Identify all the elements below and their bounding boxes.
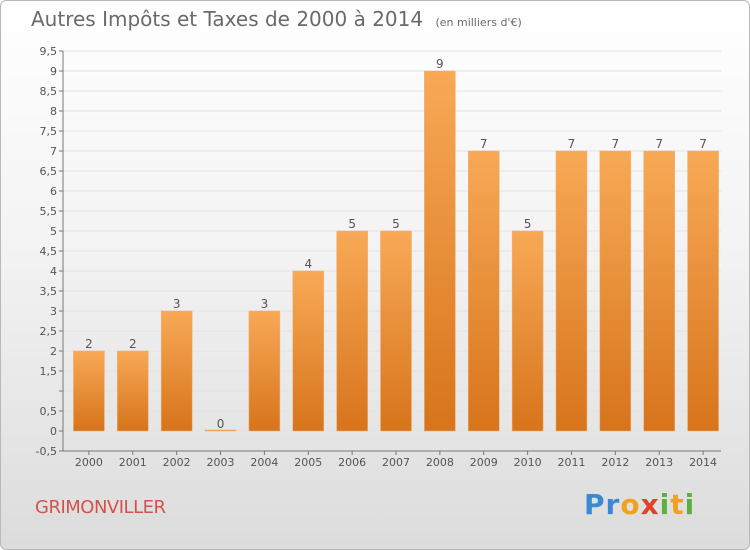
x-tick-label: 2012: [601, 456, 629, 469]
y-tick-label: 5: [50, 225, 57, 238]
data-label: 3: [261, 297, 269, 311]
data-label: 7: [612, 137, 620, 151]
x-tick-label: 2002: [163, 456, 191, 469]
data-label: 2: [85, 337, 93, 351]
y-tick-label: 4: [50, 265, 57, 278]
x-tick-label: 2009: [470, 456, 498, 469]
chart-title: Autres Impôts et Taxes de 2000 à 2014: [31, 7, 424, 31]
logo-letter: r: [605, 488, 621, 521]
data-label: 4: [304, 257, 312, 271]
x-tick-label: 2006: [338, 456, 366, 469]
bar-2003: [204, 429, 237, 432]
chart-unit: (en milliers d'€): [435, 16, 522, 29]
bar-layer: [73, 70, 719, 432]
bar-2004: [248, 310, 281, 432]
data-label: 5: [524, 217, 532, 231]
x-tick-label: 2005: [294, 456, 322, 469]
data-label: 5: [348, 217, 356, 231]
y-tick-label: 3: [50, 305, 57, 318]
x-tick-label: 2007: [382, 456, 410, 469]
x-tick-label: 2004: [250, 456, 278, 469]
data-label: 7: [699, 137, 707, 151]
y-tick-label: 1,5: [40, 365, 58, 378]
bar-2000: [73, 350, 105, 432]
y-tick-label: 0: [50, 425, 57, 438]
y-tick-label: -0,5: [36, 445, 57, 458]
x-tick-label: 2011: [557, 456, 585, 469]
x-tick-label: 2014: [689, 456, 717, 469]
data-label: 9: [436, 57, 444, 71]
bar-2008: [424, 70, 456, 432]
data-label: 7: [655, 137, 663, 151]
y-tick-label: 5,5: [40, 205, 58, 218]
logo-letter: o: [620, 488, 641, 521]
bar-2009: [467, 150, 500, 432]
logo-letter: i: [684, 488, 696, 521]
y-tick-label: 2: [50, 345, 57, 358]
data-label: 7: [568, 137, 576, 151]
data-label: 3: [173, 297, 181, 311]
y-tick-label: 9,5: [40, 45, 58, 58]
y-tick-label: 0,5: [40, 405, 58, 418]
chart-title-block: Autres Impôts et Taxes de 2000 à 2014 (e…: [31, 7, 522, 31]
logo-letter: i: [659, 488, 671, 521]
axis-layer: [59, 50, 721, 455]
y-tick-label: 6,5: [40, 165, 58, 178]
data-label: 7: [480, 137, 488, 151]
y-tick-label: 2,5: [40, 325, 58, 338]
x-tick-label: 2000: [75, 456, 103, 469]
proxiti-logo[interactable]: Proxiti: [584, 488, 695, 521]
bar-2013: [643, 150, 675, 432]
y-tick-label: 7: [50, 145, 57, 158]
logo-letter: x: [640, 488, 660, 521]
bar-2012: [599, 150, 632, 432]
x-tick-label: 2013: [645, 456, 673, 469]
label-layer: -0,5 0 0,5 1,5 2 2,5 3 3,5 4 4,5 5 5,5 6 6,5 7 7,5 8 8,5 9…: [36, 45, 718, 469]
x-tick-label: 2008: [426, 456, 454, 469]
bar-2007: [380, 230, 412, 432]
bar-2011: [555, 150, 588, 432]
bar-2005: [292, 270, 325, 432]
bar-2014: [687, 150, 719, 432]
y-tick-label: 9: [50, 65, 57, 78]
bar-2006: [336, 230, 368, 432]
data-label: 2: [129, 337, 137, 351]
logo-letter: t: [670, 488, 685, 521]
bar-2002: [160, 310, 193, 432]
logo-letter: P: [584, 488, 606, 521]
y-tick-label: 8: [50, 105, 57, 118]
x-tick-label: 2010: [514, 456, 542, 469]
bar-2010: [511, 230, 544, 432]
y-tick-label: 7,5: [40, 125, 58, 138]
commune-name: GRIMONVILLER: [35, 497, 166, 518]
x-tick-label: 2001: [119, 456, 147, 469]
y-tick-label: 8,5: [40, 85, 58, 98]
data-label: 0: [217, 417, 225, 431]
y-tick-label: 6: [50, 185, 57, 198]
bar-2001: [117, 350, 149, 432]
x-tick-label: 2003: [207, 456, 235, 469]
data-label: 5: [392, 217, 400, 231]
y-tick-label: 4,5: [40, 245, 58, 258]
y-tick-label: 3,5: [40, 285, 58, 298]
